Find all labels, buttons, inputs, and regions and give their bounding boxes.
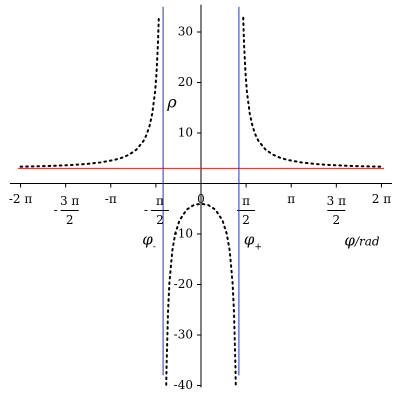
asymptote-symbol: φ — [142, 231, 153, 249]
x-axis-symbol: φ — [344, 232, 355, 250]
y-tick-label: -10 — [174, 227, 193, 241]
x-tick-denominator: 2 — [242, 213, 250, 227]
x-tick-denominator: 2 — [156, 213, 164, 227]
x-tick-numerator: 3 π — [60, 194, 79, 208]
x-tick-label: 2 π — [372, 192, 391, 206]
curve — [19, 16, 160, 168]
curve — [165, 202, 237, 386]
x-tick-sign: - — [144, 203, 148, 217]
x-tick-numerator: π — [242, 194, 250, 208]
x-tick-denominator: 2 — [333, 213, 341, 227]
x-tick-label: -π — [105, 192, 117, 206]
x-axis-unit: /rad — [354, 234, 380, 248]
x-tick-label: π — [287, 192, 295, 206]
asymptote-subscript: - — [153, 242, 156, 252]
y-tick-label: 10 — [178, 126, 193, 140]
x-tick-numerator: 3 π — [327, 194, 346, 208]
x-tick-numerator: π — [156, 194, 164, 208]
x-tick-label: -2 π — [9, 192, 33, 206]
y-tick-label: 30 — [178, 25, 193, 39]
y-axis-label: ρ — [166, 93, 177, 112]
y-tick-label: -20 — [174, 277, 193, 291]
y-tick-label: -30 — [174, 328, 193, 342]
x-tick-label: 0 — [197, 192, 205, 206]
y-tick-label: -40 — [174, 378, 193, 392]
x-axis-label: φ/rad — [344, 232, 379, 250]
curve — [242, 16, 383, 168]
x-tick-denominator: 2 — [66, 213, 74, 227]
y-tick-label: 20 — [178, 75, 193, 89]
asymptote-label: φ+ — [244, 231, 262, 253]
x-tick-sign: - — [54, 203, 58, 217]
asymptote-subscript: + — [254, 242, 262, 252]
asymptote-label: φ- — [142, 231, 156, 253]
asymptote-symbol: φ — [244, 231, 255, 249]
